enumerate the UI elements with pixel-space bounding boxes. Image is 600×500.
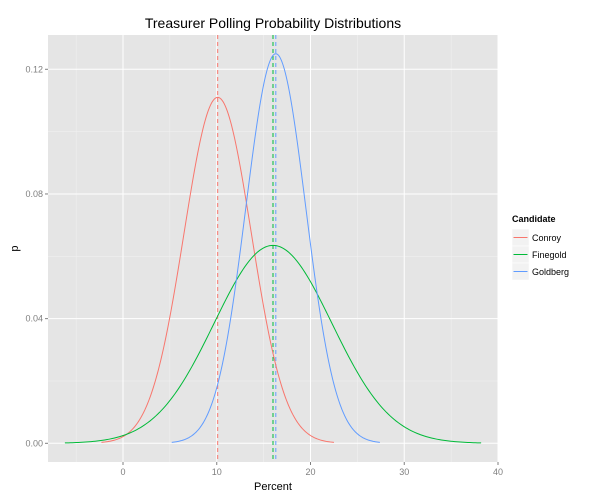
grid xyxy=(48,35,499,462)
mean-lines xyxy=(217,35,277,462)
y-tick-label: 0.00 xyxy=(25,438,43,448)
x-axis: 0 10 20 30 40 xyxy=(120,462,503,477)
y-axis-title: p xyxy=(9,245,21,251)
x-tick-label: 10 xyxy=(212,467,222,477)
y-tick-label: 0.04 xyxy=(25,314,43,324)
y-tick-label: 0.08 xyxy=(25,189,43,199)
y-axis: 0.00 0.04 0.08 0.12 xyxy=(25,64,48,448)
legend-label-finegold: Finegold xyxy=(532,250,567,260)
x-tick-label: 30 xyxy=(399,467,409,477)
x-axis-title: Percent xyxy=(254,481,292,493)
x-tick-label: 40 xyxy=(493,467,503,477)
x-tick-label: 20 xyxy=(305,467,315,477)
y-tick-label: 0.12 xyxy=(25,64,43,74)
legend-title: Candidate xyxy=(512,214,556,224)
series-line-finegold xyxy=(64,244,482,444)
series-lines xyxy=(64,53,482,444)
legend: Candidate Conroy Finegold Goldberg xyxy=(511,214,569,281)
series-line-goldberg xyxy=(171,53,380,443)
legend-label-conroy: Conroy xyxy=(532,233,562,243)
chart-title: Treasurer Polling Probability Distributi… xyxy=(145,15,401,31)
x-tick-label: 0 xyxy=(120,467,125,477)
legend-label-goldberg: Goldberg xyxy=(532,267,569,277)
series-line-conroy xyxy=(101,96,334,443)
